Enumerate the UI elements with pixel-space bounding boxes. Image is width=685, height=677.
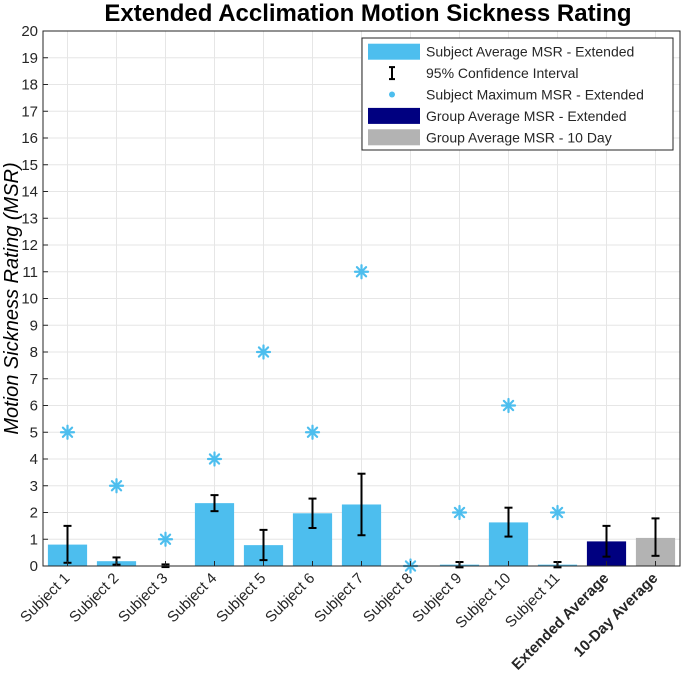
y-tick-label: 16 [21,130,38,147]
bars-layer [47,503,676,566]
y-tick-label: 13 [21,210,38,227]
max-markers-layer [59,264,566,574]
max-msr-marker [549,504,566,521]
y-axis-label: Motion Sickness Rating (MSR) [1,162,23,434]
y-tick-label: 12 [21,237,38,254]
bar-subject-4 [194,503,235,566]
y-tick-label: 11 [22,264,38,281]
legend-swatch-bar [368,107,420,124]
max-msr-marker [59,424,76,440]
max-msr-marker [255,344,272,360]
y-tick-label: 15 [21,157,38,174]
max-msr-marker [353,264,370,280]
legend-entry-label: 95% Confidence Interval [426,65,579,81]
legend-entry-label: Group Average MSR - Extended [426,108,627,124]
legend-entry-label: Group Average MSR - 10 Day [426,129,612,145]
y-tick-label: 8 [30,344,38,361]
legend-swatch-bar [368,43,420,60]
asterisk-stroke [208,453,221,465]
asterisk-stroke [453,506,466,519]
asterisk-stroke [502,399,515,412]
y-tick-label: 14 [21,184,38,201]
y-tick-label: 4 [30,451,38,468]
y-tick-label: 0 [30,558,38,575]
y-tick-label: 6 [30,398,38,415]
asterisk-stroke [159,533,172,545]
max-msr-marker [500,397,517,414]
max-msr-marker [304,424,321,440]
y-tick-label: 20 [21,23,38,40]
y-tick-label: 18 [21,77,38,94]
max-msr-marker [451,504,468,521]
max-msr-marker [157,531,174,547]
y-tick-label: 19 [21,50,38,67]
max-msr-marker [108,478,125,494]
legend: Subject Average MSR - Extended 95% Confid… [361,37,674,151]
legend-entry-label: Subject Maximum MSR - Extended [426,87,644,103]
asterisk-stroke [355,266,368,278]
y-tick-label: 7 [30,371,38,388]
asterisk-stroke [551,506,564,519]
y-tick-label: 10 [21,291,38,308]
y-tick-label: 3 [30,478,38,495]
y-tick-label: 17 [21,103,38,120]
asterisk-stroke [110,480,123,492]
asterisk-stroke [61,426,74,438]
legend-entry-label: Subject Average MSR - Extended [426,44,634,60]
y-tick-label: 5 [30,424,38,441]
legend-swatch-marker [389,91,395,98]
legend-swatch-bar [368,129,420,146]
y-tick-label: 2 [30,505,38,522]
y-tick-label: 9 [30,317,38,334]
chart-title: Extended Acclimation Motion Sickness Rat… [104,0,631,27]
asterisk-stroke [306,426,319,438]
y-tick-label: 1 [30,531,38,548]
asterisk-stroke [257,346,270,358]
max-msr-marker [206,451,223,467]
